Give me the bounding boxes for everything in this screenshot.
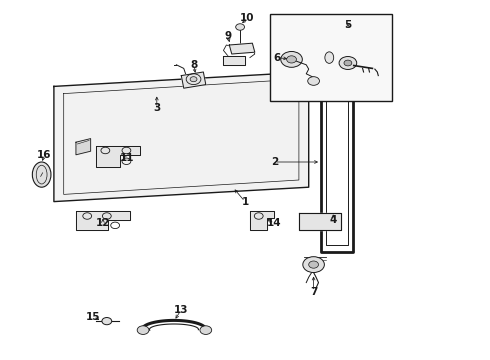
Polygon shape bbox=[96, 146, 140, 167]
Polygon shape bbox=[54, 72, 309, 202]
Circle shape bbox=[339, 57, 357, 69]
Polygon shape bbox=[250, 211, 274, 230]
Text: 1: 1 bbox=[242, 197, 248, 207]
Circle shape bbox=[190, 77, 197, 82]
Circle shape bbox=[287, 56, 296, 63]
Text: 6: 6 bbox=[273, 53, 280, 63]
Circle shape bbox=[303, 257, 324, 273]
Polygon shape bbox=[223, 56, 245, 65]
Text: 5: 5 bbox=[344, 20, 351, 30]
Text: 7: 7 bbox=[310, 287, 318, 297]
Text: 16: 16 bbox=[37, 150, 51, 160]
Circle shape bbox=[281, 51, 302, 67]
Text: 2: 2 bbox=[271, 157, 278, 167]
Circle shape bbox=[236, 24, 245, 30]
Text: 3: 3 bbox=[153, 103, 160, 113]
Polygon shape bbox=[181, 72, 206, 88]
Text: 12: 12 bbox=[96, 218, 110, 228]
Text: 9: 9 bbox=[224, 31, 231, 41]
Text: 11: 11 bbox=[120, 153, 135, 163]
Text: 8: 8 bbox=[190, 60, 197, 70]
Circle shape bbox=[344, 60, 352, 66]
Text: 4: 4 bbox=[329, 215, 337, 225]
Circle shape bbox=[137, 326, 149, 334]
Polygon shape bbox=[76, 211, 130, 230]
Text: 15: 15 bbox=[86, 312, 100, 322]
Text: 14: 14 bbox=[267, 218, 282, 228]
Circle shape bbox=[200, 326, 212, 334]
Polygon shape bbox=[229, 43, 255, 54]
Polygon shape bbox=[299, 213, 341, 230]
Text: 10: 10 bbox=[240, 13, 255, 23]
Ellipse shape bbox=[32, 162, 51, 187]
Circle shape bbox=[102, 318, 112, 325]
Circle shape bbox=[308, 77, 319, 85]
Text: 13: 13 bbox=[174, 305, 189, 315]
Circle shape bbox=[309, 261, 318, 268]
Polygon shape bbox=[76, 139, 91, 155]
Bar bbox=[270, 14, 392, 101]
Ellipse shape bbox=[325, 52, 334, 63]
